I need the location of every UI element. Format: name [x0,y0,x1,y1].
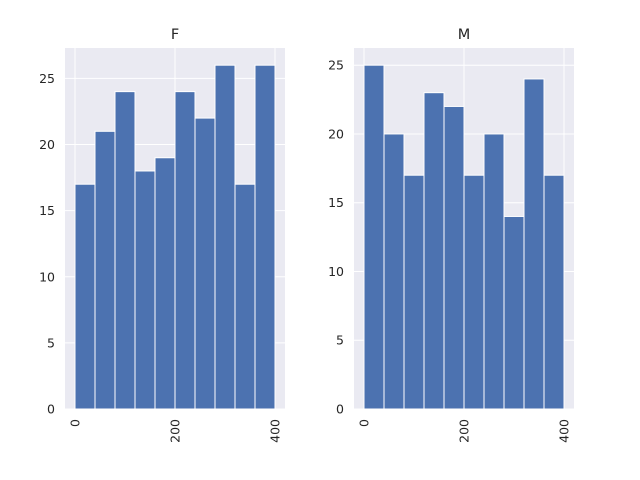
histogram-bar [443,105,465,410]
histogram-bar [154,157,176,410]
histogram-bar [94,130,116,410]
histogram-bar [423,92,445,410]
histogram-bar [523,78,545,410]
y-tick-label: 10 [328,264,344,279]
x-tick-label: 400 [268,419,283,443]
y-tick-label: 15 [328,195,344,210]
y-tick-label: 20 [39,137,55,152]
y-tick-label: 0 [47,402,55,417]
y-tick-label: 10 [39,269,55,284]
facet-panel-f: F 0 5 10 15 20 25 0 200 400 [39,27,285,443]
y-tick-label: 0 [336,402,344,417]
histogram-bar [363,64,385,410]
panel-title: F [171,27,179,43]
y-tick-label: 5 [47,335,55,350]
histogram-bar [383,133,405,410]
histogram-bar [403,174,425,410]
panel-title: M [458,27,471,43]
x-tick-label: 0 [68,419,83,427]
y-tick-label: 15 [39,203,55,218]
histogram-bar [483,133,505,410]
histogram-bar [74,183,96,410]
y-tick-label: 25 [39,71,55,86]
y-tick-label: 20 [328,126,344,141]
histogram-bar [503,215,525,410]
x-tick-label: 200 [168,419,183,443]
histogram-bar [194,117,216,410]
histogram-bar [174,91,196,410]
histogram-bar [214,64,236,410]
histogram-bar [543,174,565,410]
y-tick-label: 25 [328,58,344,73]
histogram-bar [114,91,136,410]
histogram-bar [234,183,256,410]
facet-panel-m: M 0 5 10 15 20 25 0 200 400 [328,27,574,443]
histogram-bar [134,170,156,410]
x-tick-label: 200 [457,419,472,443]
y-tick-label: 5 [336,333,344,348]
x-tick-label: 400 [557,419,572,443]
histogram-bar [254,64,276,410]
x-tick-label: 0 [357,419,372,427]
histogram-bar [463,174,485,410]
